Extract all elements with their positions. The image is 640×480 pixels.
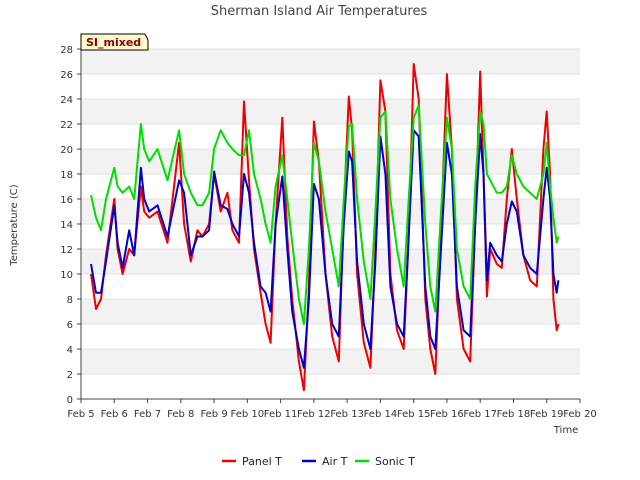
grid-band	[81, 49, 580, 74]
y-tick-label: 0	[67, 395, 73, 406]
y-tick-label: 14	[60, 220, 73, 231]
y-tick-label: 20	[60, 145, 73, 156]
site-badge: SI_mixed	[80, 33, 149, 51]
series-line-air-t	[90, 129, 560, 369]
y-tick-label: 4	[67, 345, 73, 356]
x-tick-label: Feb 6	[101, 409, 128, 420]
legend: Panel T Air T Sonic T	[222, 455, 415, 468]
y-tick-label: 2	[67, 370, 73, 381]
series-lines	[90, 63, 560, 392]
x-axis-title: Time	[553, 425, 578, 436]
x-tick-label: Feb 13	[330, 409, 364, 420]
y-tick-label: 16	[60, 195, 73, 206]
y-tick-label: 28	[60, 45, 73, 56]
y-tick-label: 8	[67, 295, 73, 306]
x-tick-label: Feb 11	[264, 409, 298, 420]
x-tick-label: Feb 10	[231, 409, 265, 420]
x-tick-label: Feb 16	[430, 409, 464, 420]
legend-label-air-t: Air T	[322, 455, 348, 468]
x-tick-label: Feb 14	[364, 409, 398, 420]
x-tick-label: Feb 18	[497, 409, 531, 420]
y-tick-label: 18	[60, 170, 73, 181]
y-tick-label: 12	[60, 245, 73, 256]
y-tick-label: 24	[60, 95, 73, 106]
legend-label-panel-t: Panel T	[242, 455, 282, 468]
site-badge-label: SI_mixed	[86, 36, 141, 49]
x-tick-label: Feb 19	[530, 409, 564, 420]
y-tick-label: 26	[60, 70, 73, 81]
grid-band	[81, 249, 580, 274]
x-tick-label: Feb 15	[397, 409, 431, 420]
x-tick-label: Feb 7	[134, 409, 161, 420]
x-tick-label: Feb 17	[463, 409, 497, 420]
x-tick-label: Feb 12	[297, 409, 331, 420]
y-tick-label: 10	[60, 270, 73, 281]
grid-band	[81, 199, 580, 224]
legend-label-sonic-t: Sonic T	[375, 455, 415, 468]
grid-band	[81, 349, 580, 374]
chart-title: Sherman Island Air Temperatures	[211, 4, 428, 19]
x-tick-label: Feb 5	[67, 409, 94, 420]
grid-band	[81, 99, 580, 124]
series-line-sonic-t	[90, 104, 560, 325]
x-tick-label: Feb 9	[200, 409, 227, 420]
y-tick-label: 6	[67, 320, 73, 331]
x-tick-label: Feb 20	[563, 409, 597, 420]
y-tick-label: 22	[60, 120, 73, 131]
x-tick-label: Feb 8	[167, 409, 194, 420]
y-axis-title: Temperature (C)	[9, 184, 20, 266]
